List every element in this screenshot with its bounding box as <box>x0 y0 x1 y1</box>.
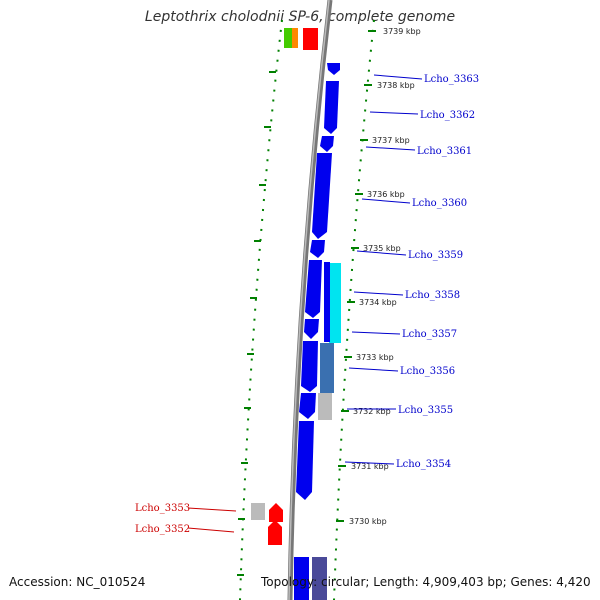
kbp-label: 3734 kbp <box>359 298 397 307</box>
kbp-label: 3733 kbp <box>356 353 394 362</box>
kbp-label: 3731 kbp <box>351 462 389 471</box>
reverse-genes[interactable] <box>251 503 283 545</box>
gene-lcho-3355 <box>299 393 316 419</box>
gene-lcho-3356 <box>301 341 318 392</box>
kbp-label: 3732 kbp <box>353 407 391 416</box>
gene-label-group[interactable]: Lcho_3363 Lcho_3362 Lcho_3361 Lcho_3360 … <box>135 74 479 535</box>
gene-lcho-3357 <box>304 319 319 339</box>
kbp-label: 3737 kbp <box>372 136 410 145</box>
gene-label-lcho-3352: Lcho_3352 <box>135 524 190 535</box>
gene-lcho-3354 <box>296 421 314 500</box>
gene-label-lcho-3354: Lcho_3354 <box>396 459 451 470</box>
kbp-label: 3735 kbp <box>363 244 401 253</box>
kbp-label: 3736 kbp <box>367 190 405 199</box>
gene-lcho-3363 <box>327 63 340 75</box>
kbp-ticks <box>237 30 376 576</box>
gene-label-lcho-3355: Lcho_3355 <box>398 405 453 416</box>
gene-label-lcho-3360: Lcho_3360 <box>412 198 467 209</box>
gene-label-lcho-3358: Lcho_3358 <box>405 290 460 301</box>
genome-backbone <box>287 0 333 600</box>
gene-label-lcho-3353: Lcho_3353 <box>135 503 190 514</box>
gene-label-lcho-3359: Lcho_3359 <box>408 250 463 261</box>
kbp-label: 3738 kbp <box>377 81 415 90</box>
gene-lcho-3362 <box>324 81 339 134</box>
gene-label-lcho-3356: Lcho_3356 <box>400 366 455 377</box>
topology-text: Topology: circular; Length: 4,909,403 bp… <box>261 575 591 589</box>
kbp-label: 3739 kbp <box>383 27 421 36</box>
gene-label-lcho-3362: Lcho_3362 <box>420 110 475 121</box>
accession-text: Accession: NC_010524 <box>9 575 146 589</box>
kbp-label: 3730 kbp <box>349 517 387 526</box>
map-title: Leptothrix cholodnii SP-6, complete geno… <box>144 9 456 25</box>
top-partial-genes[interactable] <box>284 28 318 50</box>
gene-lcho-3360 <box>312 153 332 239</box>
gene-label-lcho-3363: Lcho_3363 <box>424 74 479 85</box>
gene-lcho-3359 <box>310 240 325 258</box>
bottom-partial-genes[interactable] <box>294 557 327 600</box>
gene-label-lcho-3361: Lcho_3361 <box>417 146 472 157</box>
forward-genes[interactable] <box>296 63 340 500</box>
label-leaders <box>187 74 423 533</box>
rna-genes[interactable] <box>318 262 341 420</box>
gene-lcho-3353 <box>269 503 283 522</box>
kbp-labels: 3739 kbp 3738 kbp 3737 kbp 3736 kbp 3735… <box>349 27 421 526</box>
gene-lcho-3352 <box>268 520 282 545</box>
gene-label-lcho-3357: Lcho_3357 <box>402 329 457 340</box>
gene-lcho-3358 <box>305 260 322 318</box>
gene-lcho-3361 <box>320 136 334 152</box>
